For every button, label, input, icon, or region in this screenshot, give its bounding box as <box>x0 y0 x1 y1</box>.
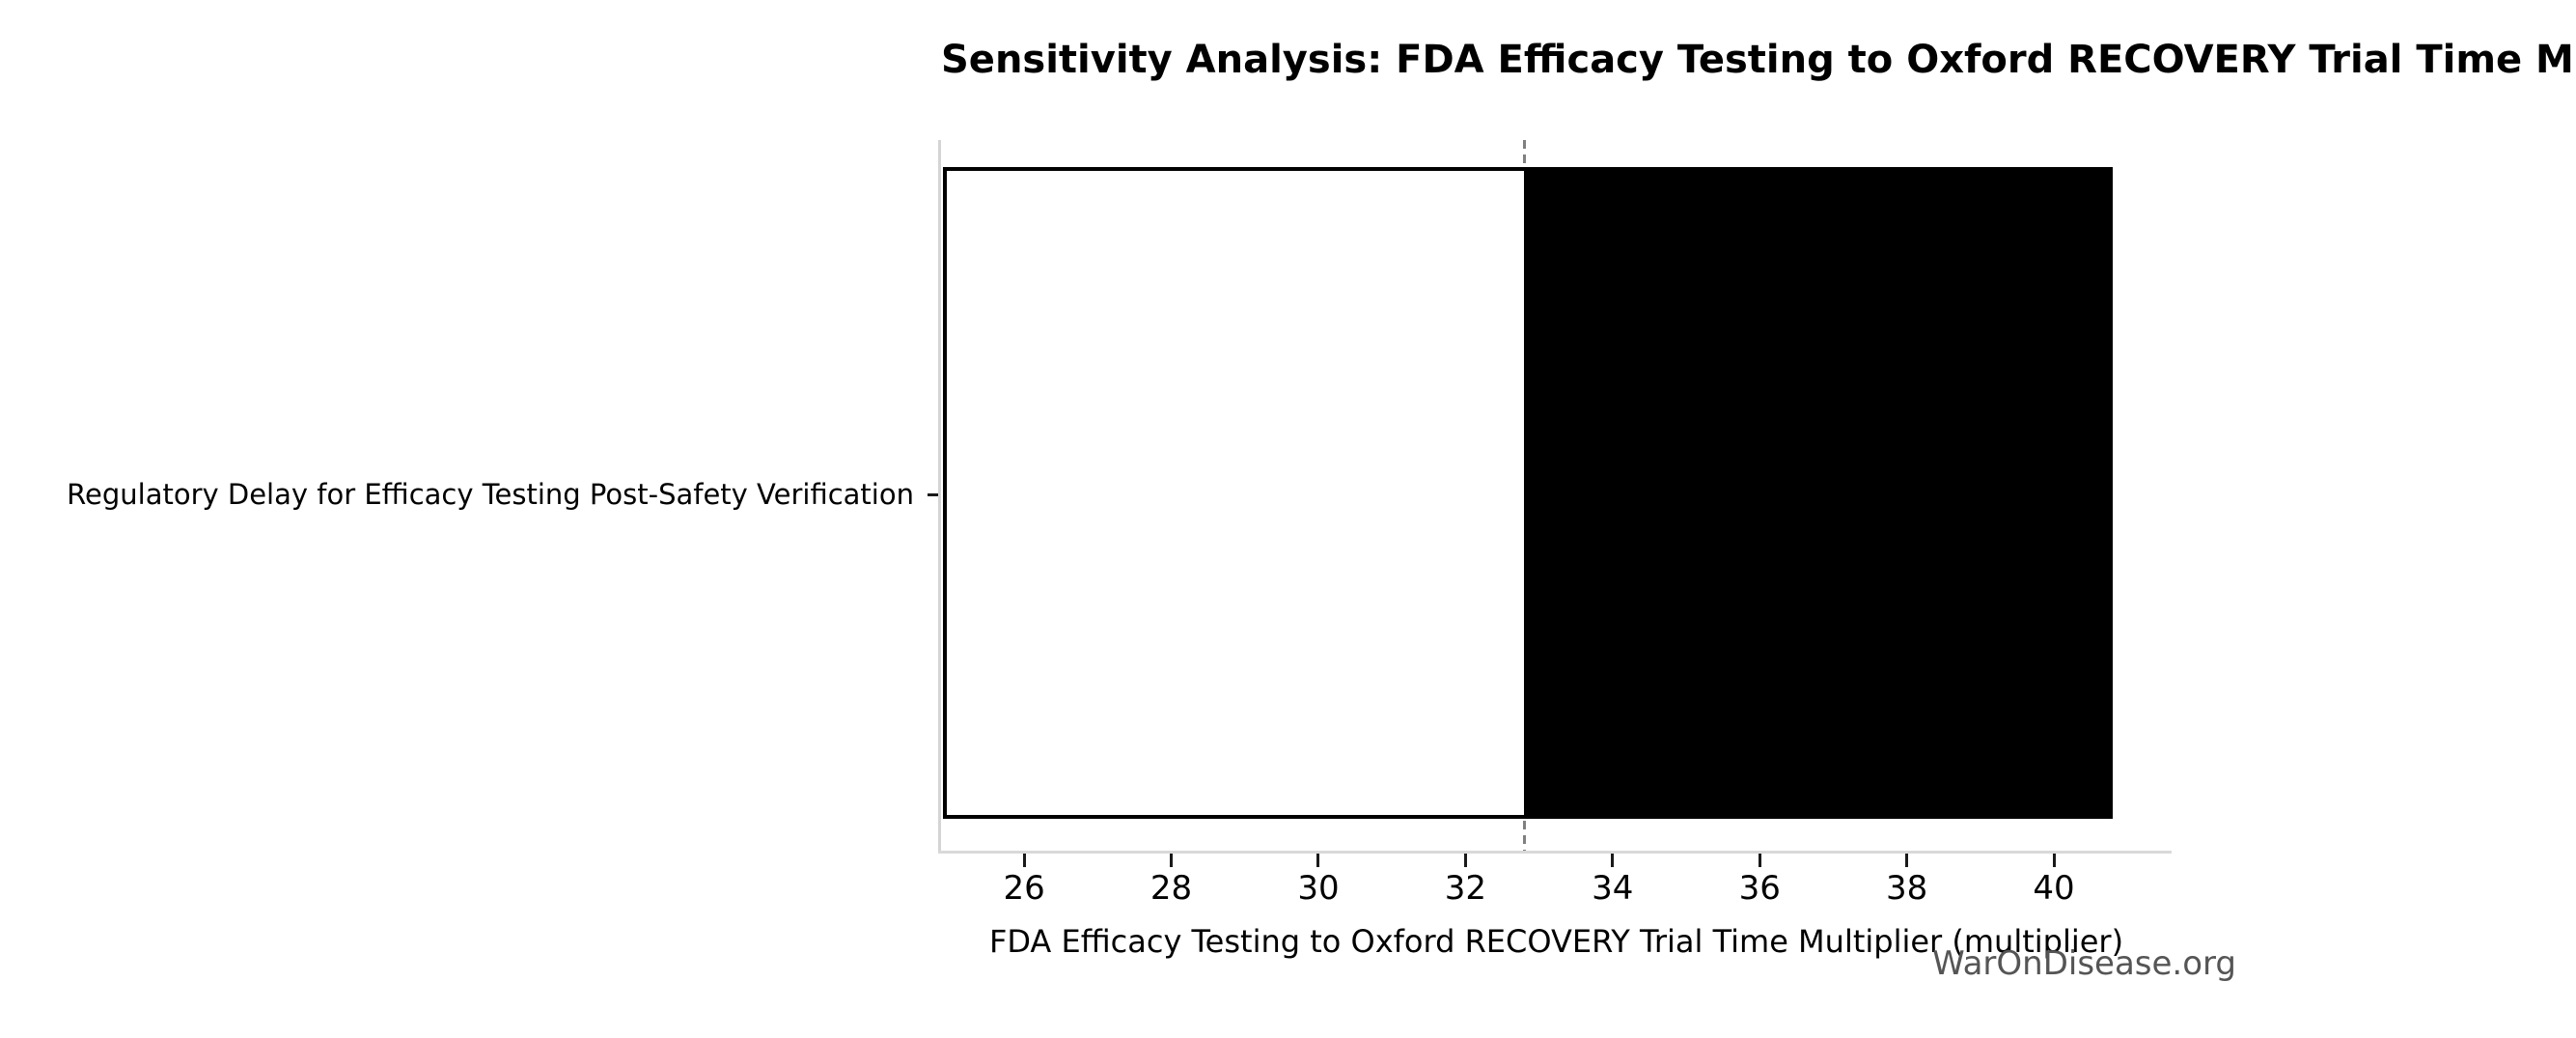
x-tick-mark <box>1022 854 1026 867</box>
x-tick-label: 36 <box>1738 869 1781 908</box>
y-axis-spine <box>938 140 941 851</box>
x-tick-mark <box>1463 854 1467 867</box>
chart-title: Sensitivity Analysis: FDA Efficacy Testi… <box>941 38 2576 82</box>
plot-area: 26 28 30 32 34 36 38 40 <box>938 140 2172 907</box>
x-tick-label: 28 <box>1150 869 1193 908</box>
x-axis-spine <box>938 851 2172 854</box>
x-tick-label: 38 <box>1886 869 1928 908</box>
x-tick-mark <box>1170 854 1174 867</box>
x-tick-mark <box>1905 854 1909 867</box>
x-tick-label: 32 <box>1444 869 1486 908</box>
x-tick-label: 26 <box>1003 869 1045 908</box>
x-tick-mark <box>1316 854 1320 867</box>
x-tick-mark <box>1758 854 1761 867</box>
y-axis-category-label: Regulatory Delay for Efficacy Testing Po… <box>67 478 914 511</box>
bar-high-segment <box>1524 167 2114 819</box>
x-axis-label: FDA Efficacy Testing to Oxford RECOVERY … <box>988 923 2124 960</box>
x-tick-label: 40 <box>2033 869 2075 908</box>
x-tick-mark <box>2052 854 2056 867</box>
watermark: WarOnDisease.org <box>1932 944 2236 983</box>
x-tick-label: 34 <box>1592 869 1634 908</box>
y-tick-mark <box>928 493 938 496</box>
x-tick-mark <box>1611 854 1615 867</box>
x-tick-label: 30 <box>1297 869 1340 908</box>
